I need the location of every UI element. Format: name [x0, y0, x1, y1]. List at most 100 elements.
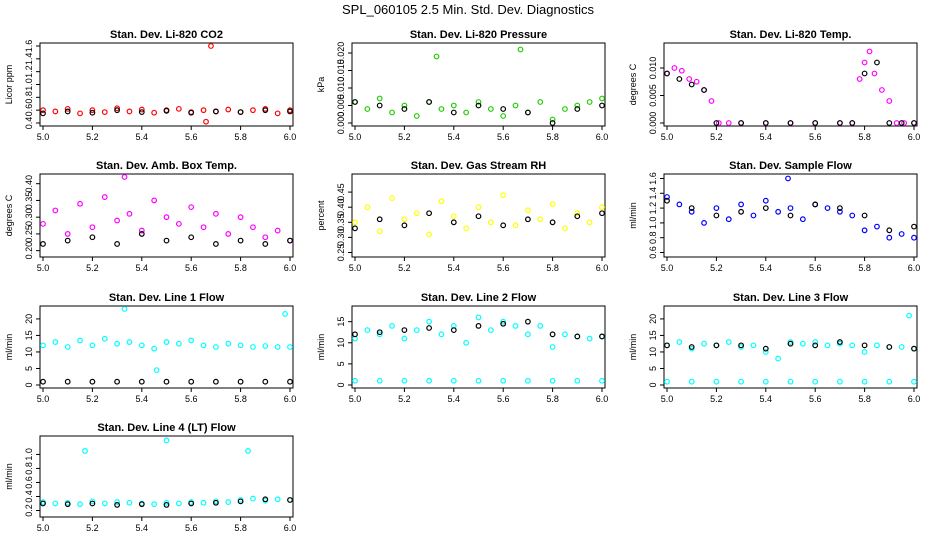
- data-point: [287, 497, 293, 503]
- chart-panel: Stan. Dev. Li-820 CO2 Licor ppm 5.0 5.2 5.4 5…: [4, 29, 296, 142]
- x-tick-label: 5.0: [349, 132, 362, 142]
- data-point: [901, 120, 908, 126]
- data-point: [701, 220, 707, 226]
- y-axis-label: ml/min: [316, 334, 326, 361]
- data-point: [693, 78, 700, 85]
- y-tick-label: 1.4: [648, 187, 658, 200]
- chart-panel: Stan. Dev. Line 2 Flow ml/min 5.0 5.2 5.4 5.6…: [316, 292, 608, 404]
- plot-frame: [663, 173, 918, 258]
- chart-panel: Stan. Dev. Line 1 Flow ml/min 5.0 5.2 5.4 5.6…: [4, 292, 296, 404]
- data-point: [287, 237, 293, 244]
- data-point: [574, 102, 581, 109]
- data-point: [701, 340, 707, 347]
- data-point: [212, 344, 219, 350]
- data-point: [401, 327, 408, 334]
- data-point: [376, 228, 383, 235]
- data-point: [866, 48, 873, 55]
- data-point: [64, 344, 71, 350]
- x-tick-label: 5.8: [234, 394, 247, 404]
- data-point: [525, 377, 531, 384]
- data-point: [175, 340, 182, 347]
- data-point: [163, 237, 170, 244]
- data-point: [401, 377, 408, 384]
- data-point: [77, 337, 83, 344]
- data-point: [208, 43, 214, 49]
- data-point: [475, 99, 482, 105]
- data-point: [188, 500, 195, 507]
- data-point: [114, 340, 120, 347]
- data-point: [153, 367, 160, 374]
- data-point: [671, 65, 678, 71]
- x-tick-label: 6.0: [596, 394, 609, 404]
- y-tick-label: 0.40: [336, 198, 346, 216]
- x-tick-label: 5.4: [136, 523, 149, 533]
- data-point: [599, 102, 605, 109]
- chart-title: Stan. Dev. Line 3 Flow: [733, 292, 849, 304]
- data-point: [163, 499, 170, 506]
- data-point: [787, 120, 794, 126]
- data-point: [262, 343, 269, 349]
- data-point: [352, 99, 358, 105]
- data-point: [837, 120, 843, 126]
- x-tick-label: 5.0: [661, 132, 674, 142]
- data-point: [450, 109, 457, 116]
- data-point: [89, 224, 96, 231]
- y-tick-label: 0.35: [24, 192, 34, 210]
- data-point: [750, 342, 757, 349]
- data-point: [574, 213, 581, 220]
- data-point: [188, 109, 195, 116]
- data-point: [549, 219, 556, 226]
- data-point: [250, 344, 256, 350]
- data-point: [163, 437, 170, 444]
- y-tick-label: 0.015: [336, 59, 346, 82]
- data-point: [861, 342, 868, 349]
- data-point: [487, 327, 494, 334]
- x-tick-label: 5.4: [448, 263, 461, 273]
- y-tick-label: 0.4: [24, 490, 34, 503]
- data-point: [762, 345, 769, 352]
- data-point: [512, 322, 519, 329]
- data-point: [738, 120, 744, 126]
- x-tick-label: 5.2: [86, 263, 99, 273]
- data-point: [512, 222, 519, 229]
- data-point: [163, 501, 170, 508]
- data-point: [562, 106, 568, 112]
- data-point: [688, 208, 695, 215]
- data-point: [364, 204, 371, 211]
- data-point: [151, 109, 158, 116]
- y-tick-label: 0.8: [24, 91, 34, 104]
- y-tick-label: 0.6: [24, 104, 34, 117]
- plot-frame: [663, 305, 918, 389]
- data-point: [512, 102, 519, 109]
- data-point: [138, 231, 145, 237]
- data-point: [212, 241, 219, 247]
- x-tick-label: 5.0: [37, 394, 50, 404]
- y-tick-label: 1.2: [648, 202, 658, 215]
- chart-title: Stan. Dev. Sample Flow: [729, 160, 852, 172]
- data-point: [599, 204, 605, 211]
- data-point: [262, 234, 269, 241]
- x-tick-label: 6.0: [284, 263, 297, 273]
- data-point: [188, 234, 195, 241]
- plot-frame: [351, 305, 606, 389]
- data-point: [212, 210, 219, 217]
- data-point: [678, 67, 685, 74]
- chart-title: Stan. Dev. Amb. Box Temp.: [96, 160, 237, 172]
- data-point: [861, 349, 868, 355]
- y-tick-label: 0.005: [648, 84, 658, 107]
- x-tick-label: 5.2: [398, 394, 411, 404]
- data-point: [77, 110, 83, 117]
- chart-panel: Stan. Dev. Li-820 Pressure kPa 5.0 5.2 5.4 5.…: [316, 29, 608, 142]
- data-point: [537, 99, 544, 105]
- data-point: [676, 339, 683, 345]
- x-tick-label: 5.6: [185, 132, 198, 142]
- data-point: [287, 108, 293, 115]
- data-point: [861, 59, 868, 66]
- data-point: [114, 378, 120, 385]
- chart-title: Stan. Dev. Line 1 Flow: [109, 292, 225, 304]
- plot-frame: [39, 435, 294, 518]
- x-tick-label: 5.4: [760, 263, 773, 273]
- data-point: [525, 331, 531, 338]
- data-point: [676, 76, 683, 82]
- data-point: [40, 342, 46, 349]
